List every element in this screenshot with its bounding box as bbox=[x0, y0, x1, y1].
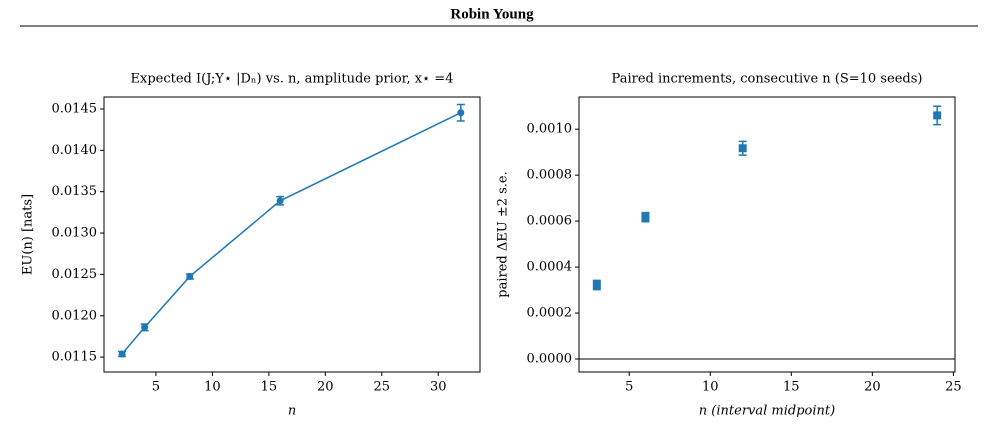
y-tick-label: 0.0002 bbox=[527, 306, 573, 321]
x-tick-label: 30 bbox=[430, 380, 447, 395]
x-tick-label: 25 bbox=[945, 380, 962, 395]
data-point bbox=[141, 323, 149, 331]
x-tick-label: 5 bbox=[625, 380, 633, 395]
data-point bbox=[186, 272, 194, 280]
y-tick-label: 0.0125 bbox=[52, 267, 98, 282]
y-tick-label: 0.0004 bbox=[527, 260, 573, 275]
x-tick-label: 15 bbox=[783, 380, 800, 395]
y-tick-label: 0.0006 bbox=[527, 214, 573, 229]
x-tick-label: 25 bbox=[373, 380, 390, 395]
data-point bbox=[738, 144, 747, 153]
x-tick-label: 20 bbox=[864, 380, 881, 395]
x-tick-label: 10 bbox=[204, 380, 221, 395]
y-tick-label: 0.0135 bbox=[52, 184, 98, 199]
y-tick-label: 0.0130 bbox=[52, 226, 98, 241]
running-head: Robin Young bbox=[450, 6, 534, 22]
plot-frame bbox=[578, 96, 956, 373]
y-tick-label: 0.0115 bbox=[52, 350, 98, 365]
chart-title: Paired increments, consecutive n (S=10 s… bbox=[612, 72, 923, 87]
y-tick-label: 0.0145 bbox=[52, 101, 98, 116]
data-point bbox=[641, 213, 650, 222]
x-tick-label: 15 bbox=[261, 380, 278, 395]
y-tick-label: 0.0120 bbox=[52, 308, 98, 323]
plot-frame bbox=[103, 96, 481, 373]
x-axis-label: n (interval midpoint) bbox=[699, 404, 835, 419]
data-point bbox=[592, 281, 601, 290]
x-tick-label: 20 bbox=[317, 380, 334, 395]
data-point bbox=[118, 350, 126, 358]
data-point bbox=[457, 109, 465, 117]
data-point bbox=[276, 197, 284, 205]
chart-title: Expected I(J;Y⋆ |Dₙ) vs. n, amplitude pr… bbox=[131, 72, 454, 87]
data-point bbox=[933, 111, 942, 120]
y-tick-label: 0.0010 bbox=[527, 122, 573, 137]
x-tick-label: 5 bbox=[152, 380, 160, 395]
y-tick-label: 0.0000 bbox=[527, 352, 573, 367]
y-tick-label: 0.0008 bbox=[527, 168, 573, 183]
series-line bbox=[121, 112, 462, 355]
y-axis-label: paired ΔEU ±2 s.e. bbox=[496, 171, 511, 297]
x-axis-label: n bbox=[288, 404, 296, 419]
y-tick-label: 0.0140 bbox=[52, 143, 98, 158]
x-tick-label: 10 bbox=[702, 380, 719, 395]
y-axis-label: EU(n) [nats] bbox=[21, 194, 36, 275]
